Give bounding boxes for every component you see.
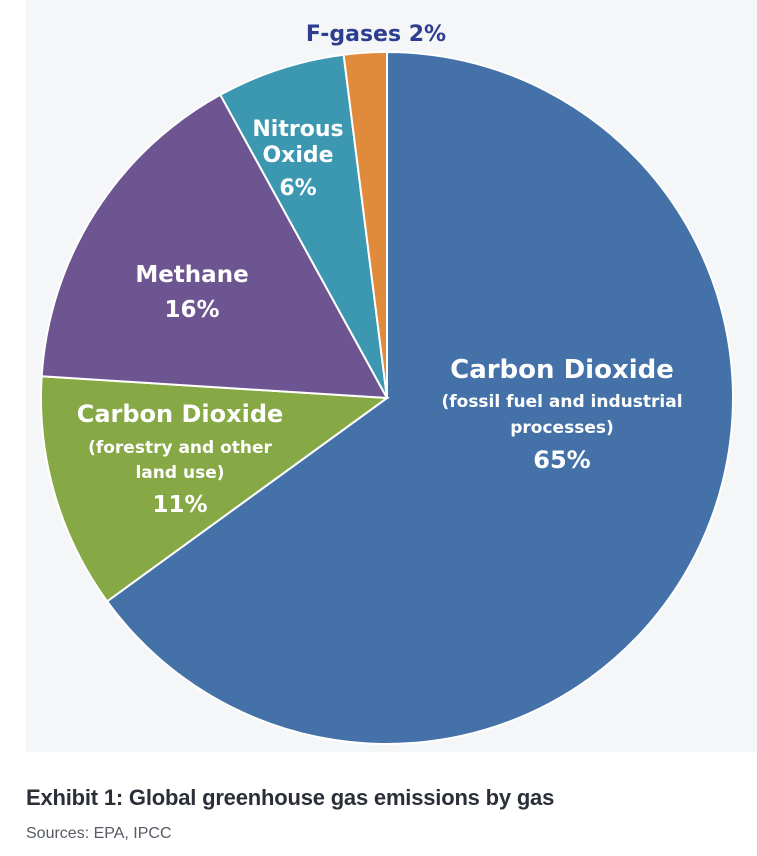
- label-methane-value: 16%: [164, 297, 219, 323]
- slice-co2-forestry: [40, 375, 390, 603]
- label-co2-forestry-detail-2: land use): [135, 463, 224, 483]
- label-co2-fossil-name: Carbon Dioxide: [450, 355, 674, 385]
- slice-f-gases: [342, 50, 388, 399]
- label-nitrous-oxide-value: 6%: [279, 176, 316, 201]
- label-co2-fossil-detail-2: processes): [510, 418, 614, 438]
- label-co2-forestry-name: Carbon Dioxide: [77, 400, 284, 428]
- label-nitrous-oxide-name-1: Nitrous: [252, 117, 343, 142]
- label-co2-forestry-value: 11%: [152, 492, 207, 518]
- label-f-gases: F-gases 2%: [306, 22, 446, 47]
- label-co2-fossil-detail-1: (fossil fuel and industrial: [441, 392, 682, 412]
- pie-slices: [40, 50, 734, 745]
- pie-chart: Carbon Dioxide (fossil fuel and industri…: [40, 22, 734, 745]
- label-co2-fossil-value: 65%: [533, 446, 590, 474]
- slice-co2-fossil: [105, 50, 734, 745]
- label-methane-name: Methane: [135, 262, 248, 288]
- slice-nitrous-oxide: [218, 53, 388, 399]
- label-nitrous-oxide-name-2: Oxide: [262, 143, 333, 168]
- slice-methane: [40, 93, 389, 400]
- label-co2-forestry-detail-1: (forestry and other: [88, 438, 272, 458]
- figure-sources: Sources: EPA, IPCC: [26, 825, 172, 842]
- figure-caption: Exhibit 1: Global greenhouse gas emissio…: [26, 785, 555, 810]
